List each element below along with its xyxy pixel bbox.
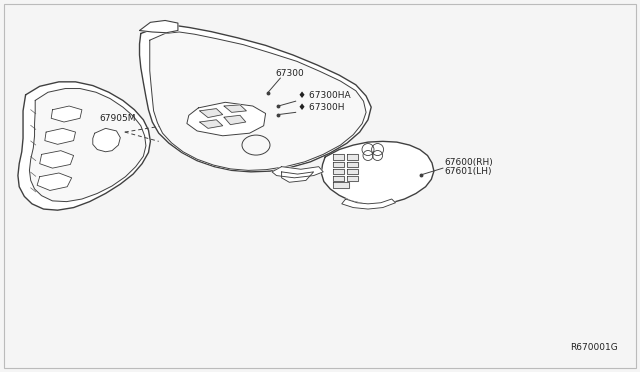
Polygon shape (347, 162, 358, 167)
Polygon shape (224, 105, 246, 112)
Text: 67601(LH): 67601(LH) (445, 167, 492, 176)
Polygon shape (150, 32, 366, 170)
Polygon shape (321, 141, 434, 205)
Polygon shape (29, 89, 146, 202)
Polygon shape (18, 82, 150, 210)
Polygon shape (333, 162, 344, 167)
Polygon shape (200, 109, 223, 118)
Polygon shape (333, 154, 344, 160)
Polygon shape (140, 25, 371, 172)
Polygon shape (93, 128, 120, 152)
Polygon shape (51, 106, 82, 122)
Polygon shape (347, 176, 358, 181)
Polygon shape (342, 199, 396, 209)
Polygon shape (224, 115, 246, 125)
Polygon shape (347, 154, 358, 160)
Text: ♦ 67300HA: ♦ 67300HA (298, 92, 350, 100)
Text: 67300: 67300 (275, 69, 304, 78)
Text: 67600(RH): 67600(RH) (445, 158, 493, 167)
Polygon shape (40, 151, 74, 168)
Polygon shape (272, 167, 323, 178)
Text: ♦ 67300H: ♦ 67300H (298, 103, 344, 112)
Text: 67905M: 67905M (99, 114, 136, 123)
Polygon shape (282, 172, 314, 182)
Polygon shape (140, 20, 178, 33)
Polygon shape (45, 128, 76, 144)
Polygon shape (187, 102, 266, 136)
Polygon shape (37, 173, 72, 190)
Polygon shape (333, 182, 349, 188)
Polygon shape (333, 169, 344, 174)
Polygon shape (347, 169, 358, 174)
Text: R670001G: R670001G (570, 343, 618, 352)
Polygon shape (333, 176, 344, 181)
Polygon shape (200, 120, 223, 128)
